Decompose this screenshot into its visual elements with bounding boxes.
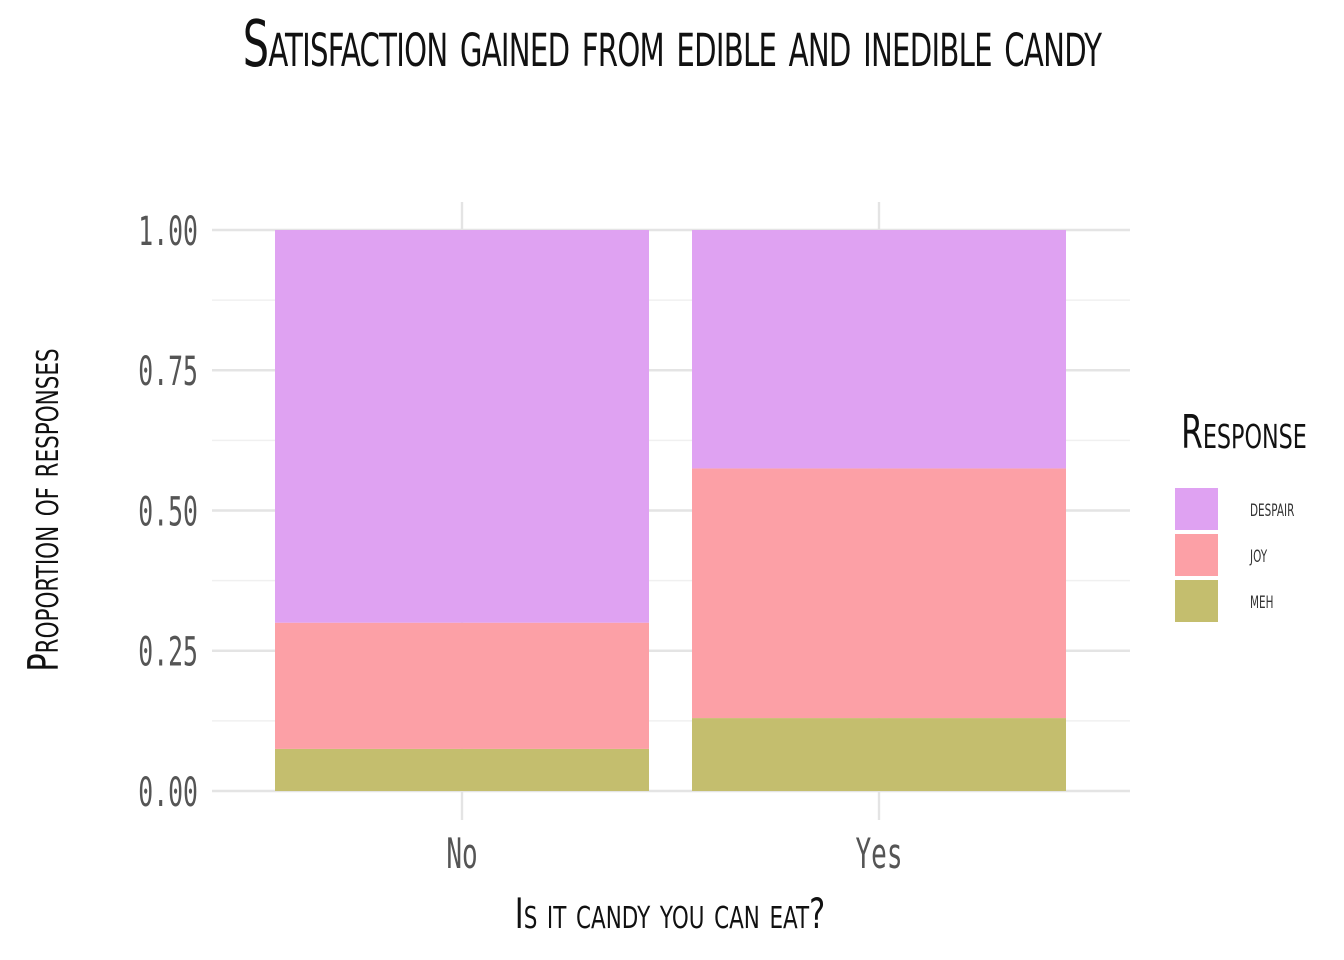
bar-no-joy [275,622,649,749]
y-axis-title: Proportion of responses [19,348,68,671]
bar-yes-joy [692,468,1066,719]
bar-no-meh [275,748,649,791]
y-tick-label: 0.25 [138,628,198,675]
legend-key-despair [1175,488,1218,530]
legend-label-despair: despair [1250,493,1295,522]
legend-key-joy [1175,534,1218,576]
y-tick-label: 0.75 [138,348,198,395]
legend-label-joy: joy [1249,539,1267,568]
bars [275,230,1066,791]
y-tick-label: 0.00 [138,769,198,816]
x-tick-label: Yes [855,831,902,879]
x-axis-ticks: No Yes [446,831,902,879]
legend-key-meh [1175,580,1218,622]
bar-yes-despair [692,230,1066,469]
bar-no-despair [275,230,649,623]
legend-label-meh: meh [1250,585,1273,614]
y-tick-label: 1.00 [138,208,198,255]
chart-title: Satisfaction gained from edible and ined… [242,8,1102,82]
legend-title: Response [1181,406,1307,460]
bar-yes-meh [692,718,1066,791]
y-tick-label: 0.50 [138,488,198,535]
x-tick-label: No [446,831,477,879]
legend: Response despair joy meh [1175,406,1307,622]
y-axis-ticks: 0.00 0.25 0.50 0.75 1.00 [138,208,198,816]
x-axis-title: Is it candy you can eat? [515,889,825,938]
